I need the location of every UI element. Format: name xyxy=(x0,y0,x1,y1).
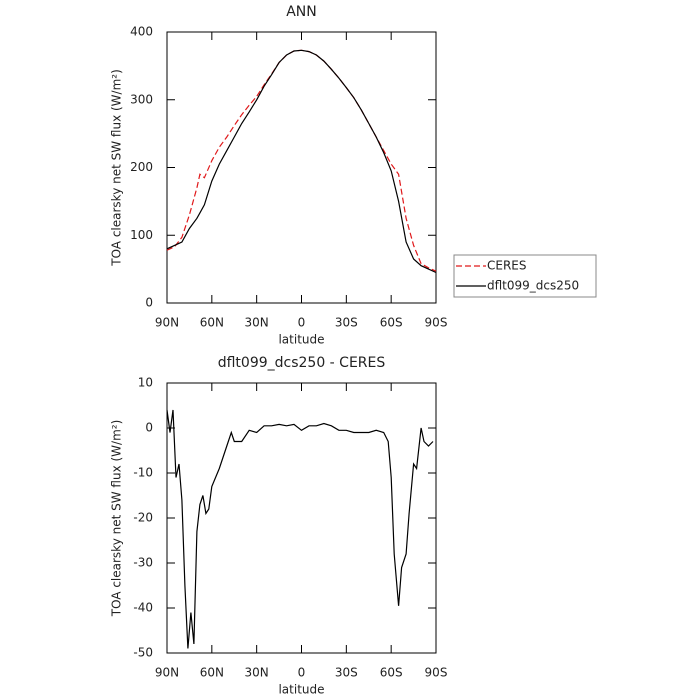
y-tick-label: -10 xyxy=(133,466,153,480)
x-tick-label: 30N xyxy=(245,666,269,680)
chart-title: ANN xyxy=(286,4,317,20)
x-tick-label: 90N xyxy=(155,316,179,330)
legend-box xyxy=(453,254,597,298)
legend-label: dflt099_dcs250 xyxy=(487,279,579,293)
x-tick-label: 90S xyxy=(425,666,448,680)
y-tick-label: -30 xyxy=(133,556,153,570)
x-tick-label: 0 xyxy=(298,666,306,680)
x-tick-label: 0 xyxy=(298,316,306,330)
y-tick-label: 0 xyxy=(145,296,153,310)
x-tick-label: 60S xyxy=(380,666,403,680)
x-axis-label: latitude xyxy=(278,683,324,697)
x-tick-label: 60N xyxy=(200,666,224,680)
y-tick-label: 10 xyxy=(138,376,153,390)
x-tick-label: 30N xyxy=(245,316,269,330)
y-tick-label: 200 xyxy=(130,160,153,174)
y-tick-label: 300 xyxy=(130,92,153,106)
y-tick-label: 100 xyxy=(130,228,153,242)
y-axis-label: TOA clearsky net SW flux (W/m²) xyxy=(110,420,124,618)
x-tick-label: 60S xyxy=(380,316,403,330)
data-line xyxy=(166,409,434,649)
x-tick-label: 90N xyxy=(155,666,179,680)
x-tick-label: 90S xyxy=(425,316,448,330)
legend-label: CERES xyxy=(487,259,527,273)
y-tick-label: -40 xyxy=(133,601,153,615)
data-line xyxy=(166,49,437,274)
plot-frame xyxy=(166,382,437,654)
x-tick-label: 30S xyxy=(335,316,358,330)
y-tick-label: -50 xyxy=(133,646,153,660)
x-axis-label: latitude xyxy=(278,333,324,347)
data-line xyxy=(166,49,437,272)
y-tick-label: 0 xyxy=(145,421,153,435)
y-axis-label: TOA clearsky net SW flux (W/m²) xyxy=(110,69,124,267)
x-tick-label: 60N xyxy=(200,316,224,330)
chart-title: dflt099_dcs250 - CERES xyxy=(218,355,386,371)
plot-frame xyxy=(166,31,437,304)
y-tick-label: 400 xyxy=(130,25,153,39)
y-tick-label: -20 xyxy=(133,511,153,525)
x-tick-label: 30S xyxy=(335,666,358,680)
